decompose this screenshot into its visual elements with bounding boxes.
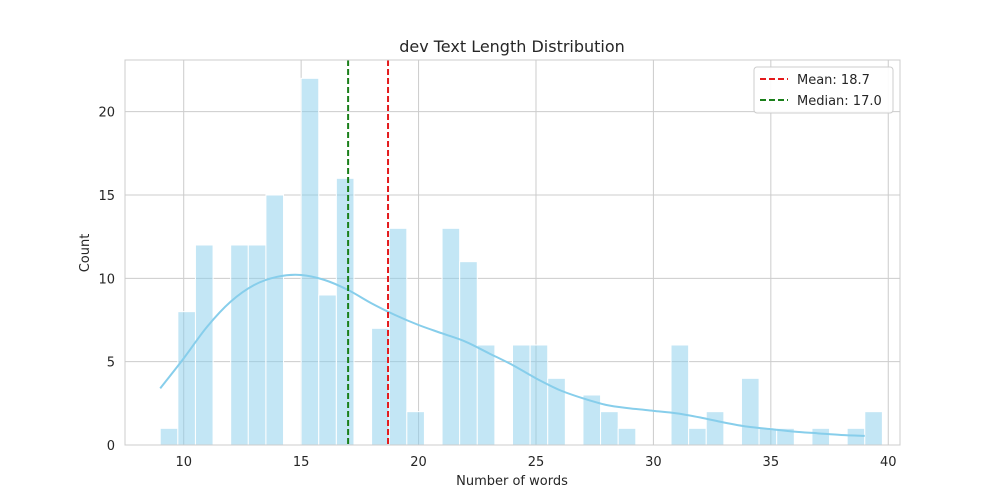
histogram-bar — [740, 377, 760, 446]
y-tick-label: 15 — [98, 189, 115, 204]
plot-frame — [124, 59, 901, 446]
kde-layer — [159, 273, 865, 437]
histogram-bar — [529, 344, 549, 446]
y-tick-label: 20 — [98, 106, 115, 121]
histogram-bar — [476, 344, 496, 446]
x-tick-label: 25 — [528, 455, 545, 470]
histogram-bar — [194, 244, 214, 446]
x-tick-label: 15 — [293, 455, 310, 470]
histogram-bar — [265, 194, 285, 446]
y-axis-title: Count — [78, 234, 93, 273]
histogram-bar — [406, 411, 425, 446]
chart-title: dev Text Length Distribution — [399, 37, 625, 56]
histogram-bar — [230, 244, 249, 446]
legend-mean-label: Mean: 18.7 — [797, 73, 870, 88]
histogram-bar — [159, 427, 179, 446]
bars — [159, 77, 883, 446]
legend: Mean: 18.7 Median: 17.0 — [753, 66, 894, 114]
histogram-bar — [811, 427, 831, 446]
histogram-bar — [864, 411, 883, 446]
x-tick-label: 35 — [763, 455, 780, 470]
y-tick-label: 0 — [107, 439, 115, 454]
x-tick-label: 10 — [175, 455, 192, 470]
legend-median-label: Median: 17.0 — [797, 94, 882, 109]
tick-labels: 10 15 20 25 30 35 40 0 5 10 15 20 — [98, 106, 896, 470]
legend-box — [753, 66, 894, 114]
histogram-bar — [758, 427, 778, 446]
x-tick-label: 30 — [645, 455, 662, 470]
x-tick-label: 20 — [410, 455, 427, 470]
histogram-bar — [688, 427, 707, 446]
histogram-bar — [512, 344, 531, 446]
histogram-bar — [371, 327, 390, 446]
reference-lines — [347, 60, 390, 445]
histogram-bar — [617, 427, 637, 446]
y-tick-label: 5 — [107, 356, 115, 371]
histogram-bar — [177, 311, 196, 446]
histogram-bar — [335, 177, 355, 446]
histogram-bar — [318, 294, 337, 446]
histogram-bar — [600, 411, 619, 446]
kde-curve — [159, 273, 865, 437]
histogram-bar — [300, 77, 320, 446]
x-axis-title: Number of words — [456, 474, 568, 489]
histogram-bar — [670, 344, 690, 446]
histogram-bar — [247, 244, 267, 446]
histogram-bar — [705, 411, 725, 446]
histogram-bar — [459, 261, 478, 446]
y-tick-label: 10 — [98, 272, 115, 287]
x-tick-label: 40 — [880, 455, 897, 470]
histogram-bar — [388, 227, 408, 446]
